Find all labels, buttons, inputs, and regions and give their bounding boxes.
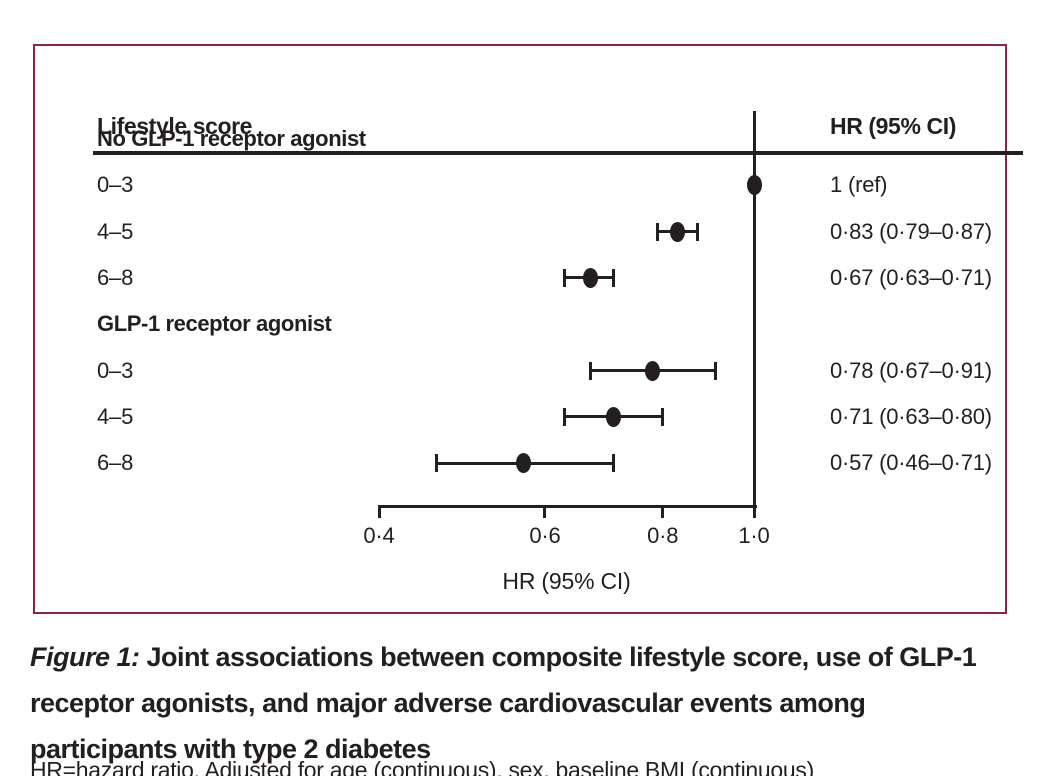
caption-line-2: receptor agonists, and major adverse car…: [30, 688, 866, 718]
x-axis-label: HR (95% CI): [502, 568, 631, 594]
axis-tick: [377, 505, 381, 518]
ci-cap-high: [612, 268, 616, 287]
ci-cap-high: [612, 454, 616, 473]
hr-value: 0·78 (0·67–0·91): [830, 357, 992, 383]
reference-line: [753, 111, 756, 517]
caption-line-1: Figure 1: Joint associations between com…: [30, 634, 1030, 680]
figure-footnote: HR=hazard ratio. Adjusted for age (conti…: [30, 757, 814, 776]
row-label: 4–5: [97, 403, 134, 429]
row-label: 4–5: [97, 218, 134, 244]
ci-cap-low: [588, 361, 592, 380]
ci-cap-high: [661, 407, 665, 426]
row-label: 6–8: [97, 264, 134, 290]
axis-tick: [752, 505, 756, 518]
point-marker: [644, 360, 660, 381]
ci-cap-low: [563, 268, 567, 287]
axis-tick: [543, 505, 547, 518]
group-label: No GLP-1 receptor agonist: [97, 126, 366, 151]
figure-caption: Figure 1: Joint associations between com…: [30, 634, 1030, 772]
ci-cap-low: [563, 407, 567, 426]
axis-tick-label: 1·0: [738, 523, 770, 548]
column-header-lifestyle-score: Lifestyle score: [97, 113, 253, 139]
point-marker: [670, 221, 686, 242]
axis-tick-label: 0·4: [363, 523, 395, 548]
point-marker: [606, 406, 622, 427]
caption-line-1-text: Joint associations between composite lif…: [139, 642, 977, 672]
caption-figure-number: Figure 1:: [30, 642, 140, 672]
axis-tick: [661, 505, 665, 518]
hr-value: 0·57 (0·46–0·71): [830, 450, 992, 476]
ci-cap-high: [713, 361, 717, 380]
hr-value: 1 (ref): [830, 172, 888, 198]
group-label: GLP-1 receptor agonist: [97, 311, 332, 337]
ci-cap-high: [695, 222, 699, 241]
ci-cap-low: [434, 454, 438, 473]
point-marker: [516, 453, 532, 474]
hr-value: 0·67 (0·63–0·71): [830, 264, 992, 290]
hr-value: 0·71 (0·63–0·80): [830, 403, 992, 429]
point-marker: [582, 267, 598, 288]
plot-area: No GLP-1 receptor agonist 0–3 1 (ref) 4–5 0·…: [35, 46, 1005, 612]
header-rule: [93, 151, 1023, 155]
forest-plot-panel: Lifestyle score HR (95% CI) No GLP-1 rec…: [33, 44, 1023, 614]
column-header-hr-ci: HR (95% CI): [830, 113, 956, 139]
axis-line: [379, 505, 757, 508]
axis-tick-label: 0·8: [647, 523, 679, 548]
row-label: 0–3: [97, 172, 134, 198]
row-label: 0–3: [97, 357, 134, 383]
axis-tick-label: 0·6: [529, 523, 561, 548]
point-marker: [746, 175, 762, 196]
ci-cap-low: [656, 222, 660, 241]
row-label: 6–8: [97, 450, 134, 476]
hr-value: 0·83 (0·79–0·87): [830, 218, 992, 244]
caption-line-3: participants with type 2 diabetes: [30, 734, 431, 764]
